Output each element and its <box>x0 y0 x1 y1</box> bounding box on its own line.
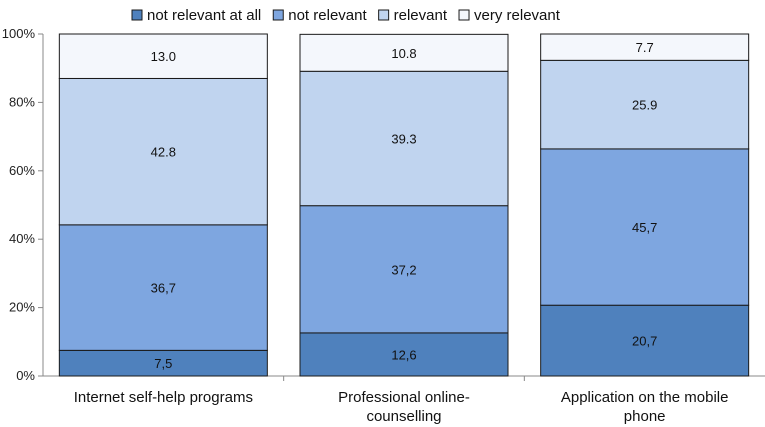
data-labels: 7,5 36,7 42.8 13.0 12,6 37,2 39.3 10.8 20,7 45,7 2… <box>151 40 658 371</box>
bar-segment <box>58 349 268 377</box>
legend-swatch <box>272 9 284 21</box>
data-label: 36,7 <box>151 281 176 296</box>
x-category-label: Internet self-help programs <box>74 389 253 406</box>
y-tick-label: 80% <box>9 94 35 109</box>
data-label: 45,7 <box>632 220 657 235</box>
x-category-label: Professional online- <box>338 389 470 406</box>
y-tick-label: 0% <box>16 368 35 383</box>
x-category-label: counselling <box>366 408 441 425</box>
y-tick-label: 60% <box>9 163 35 178</box>
x-category-label: Application on the mobile <box>561 389 729 406</box>
bar-segment <box>299 70 509 207</box>
data-label: 7,5 <box>154 356 172 371</box>
y-tick-label: 100% <box>2 26 36 41</box>
legend-label: not relevant <box>288 7 367 24</box>
bar-segment <box>58 33 268 79</box>
data-label: 7.7 <box>636 40 654 55</box>
legend-label: relevant <box>394 7 448 24</box>
bar-segment <box>540 33 750 61</box>
legend-swatch <box>378 9 390 21</box>
data-label: 25.9 <box>632 98 657 113</box>
data-label: 10.8 <box>391 46 416 61</box>
legend-swatch <box>131 9 143 21</box>
bar-segment <box>58 77 268 226</box>
bar-segment <box>540 59 750 150</box>
bar-segment <box>299 33 509 72</box>
data-label: 37,2 <box>391 262 416 277</box>
legend: not relevant at all not relevant relevant v… <box>131 7 561 24</box>
y-tick-label: 40% <box>9 231 35 246</box>
bar-segment <box>299 205 509 334</box>
x-category-label: phone <box>624 408 666 425</box>
data-label: 12,6 <box>391 347 416 362</box>
data-label: 13.0 <box>151 49 176 64</box>
legend-label: not relevant at all <box>147 7 261 24</box>
bar-segment <box>540 148 750 306</box>
legend-label: very relevant <box>474 7 561 24</box>
bar-segment <box>58 224 268 351</box>
data-label: 39.3 <box>391 131 416 146</box>
axes: 0% 20% 40% 60% 80% 100% Internet self-help pro… <box>2 26 765 425</box>
bar-segment <box>299 332 509 377</box>
legend-swatch <box>458 9 470 21</box>
bars <box>58 33 750 377</box>
y-tick-label: 20% <box>9 300 35 315</box>
data-label: 20,7 <box>632 334 657 349</box>
bar-segment <box>540 304 750 377</box>
data-label: 42.8 <box>151 145 176 160</box>
